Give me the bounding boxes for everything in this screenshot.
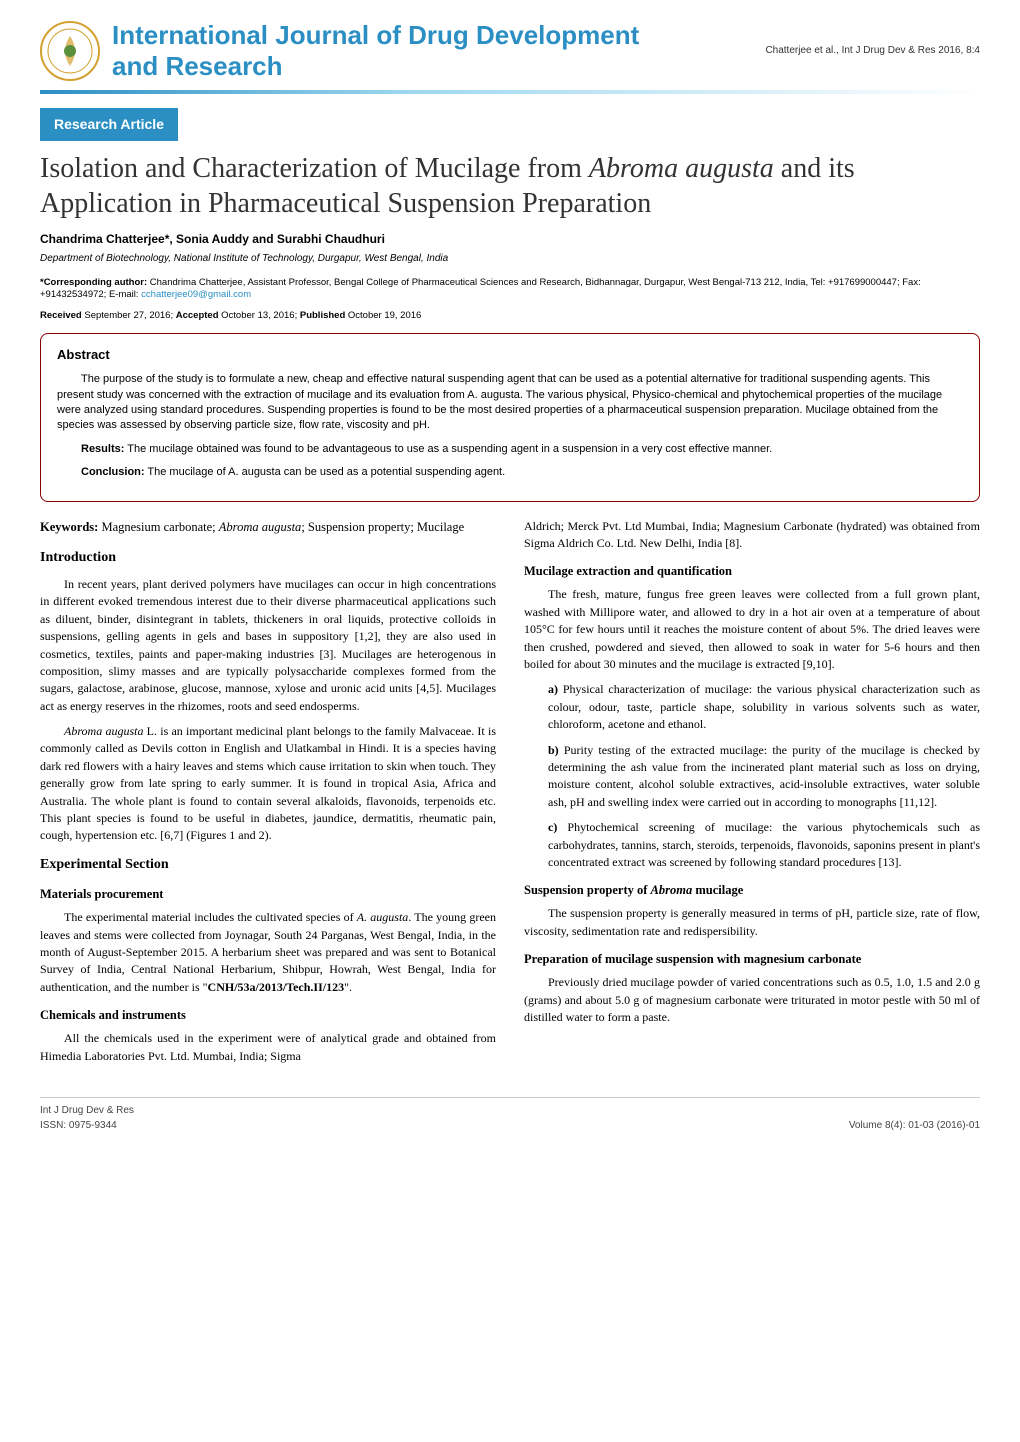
footer-right: Volume 8(4): 01-03 (2016)-01 [849,1119,980,1134]
two-column-layout: Keywords: Magnesium carbonate; Abroma au… [40,518,980,1074]
published-label: Published [300,310,345,321]
right-column: Aldrich; Merck Pvt. Ltd Mumbai, India; M… [524,518,980,1074]
article-title: Isolation and Characterization of Mucila… [40,151,980,221]
list-a-text: Physical characterization of mucilage: t… [548,682,980,731]
journal-title-line2: and Research [112,51,283,81]
intro-p2: Abroma augusta L. is an important medici… [40,723,496,845]
received-label: Received [40,310,82,321]
materials-heading: Materials procurement [40,885,496,903]
keywords-line: Keywords: Magnesium carbonate; Abroma au… [40,518,496,536]
suspension-heading: Suspension property of Abroma mucilage [524,881,980,899]
received-val: September 27, 2016; [82,310,176,321]
abstract-box: Abstract The purpose of the study is to … [40,333,980,502]
journal-logo [40,21,100,81]
results-text: The mucilage obtained was found to be ad… [124,443,772,455]
list-b-label: b) [548,743,559,757]
mucilage-heading: Mucilage extraction and quantification [524,562,980,580]
accepted-label: Accepted [176,310,219,321]
suspension-p: The suspension property is generally mea… [524,905,980,940]
abstract-p3: Conclusion: The mucilage of A. augusta c… [57,465,963,480]
page-footer: Int J Drug Dev & Res ISSN: 0975-9344 Vol… [40,1097,980,1133]
keywords-text: Magnesium carbonate; Abroma augusta; Sus… [98,520,464,534]
footer-left-line2: ISSN: 0975-9344 [40,1120,117,1131]
introduction-heading: Introduction [40,548,496,568]
list-c-label: c) [548,820,557,834]
list-item-c: c) Phytochemical screening of mucilage: … [548,819,980,871]
logo-icon [45,26,95,76]
list-b-text: Purity testing of the extracted mucilage… [548,743,980,809]
list-item-a: a) Physical characterization of mucilage… [548,681,980,733]
intro-p1: In recent years, plant derived polymers … [40,576,496,715]
footer-left-line1: Int J Drug Dev & Res [40,1105,134,1116]
experimental-heading: Experimental Section [40,855,496,875]
conclusion-label: Conclusion: [81,466,145,478]
corresponding-label: *Corresponding author: [40,277,147,288]
list-c-text: Phytochemical screening of mucilage: the… [548,820,980,869]
abstract-p1: The purpose of the study is to formulate… [57,372,963,434]
header-row: International Journal of Drug Developmen… [40,20,980,82]
conclusion-text: The mucilage of A. augusta can be used a… [145,466,506,478]
footer-left: Int J Drug Dev & Res ISSN: 0975-9344 [40,1104,134,1133]
chemicals-p: All the chemicals used in the experiment… [40,1030,496,1065]
abstract-heading: Abstract [57,346,963,364]
title-text: Isolation and Characterization of Mucila… [40,153,855,219]
abstract-p2: Results: The mucilage obtained was found… [57,442,963,457]
right-top-p: Aldrich; Merck Pvt. Ltd Mumbai, India; M… [524,518,980,553]
preparation-p: Previously dried mucilage powder of vari… [524,974,980,1026]
chemicals-heading: Chemicals and instruments [40,1006,496,1024]
email-link[interactable]: cchatterjee09@gmail.com [141,289,251,300]
journal-title: International Journal of Drug Developmen… [112,20,639,82]
preparation-heading: Preparation of mucilage suspension with … [524,950,980,968]
journal-title-line1: International Journal of Drug Developmen… [112,20,639,50]
accepted-val: October 13, 2016; [219,310,300,321]
results-label: Results: [81,443,124,455]
affiliation: Department of Biotechnology, National In… [40,252,980,267]
materials-p: The experimental material includes the c… [40,909,496,996]
left-column: Keywords: Magnesium carbonate; Abroma au… [40,518,496,1074]
header-left: International Journal of Drug Developmen… [40,20,639,82]
list-item-b: b) Purity testing of the extracted mucil… [548,742,980,812]
gradient-divider [40,90,980,94]
mucilage-p: The fresh, mature, fungus free green lea… [524,586,980,673]
published-val: October 19, 2016 [345,310,421,321]
corresponding-author: *Corresponding author: Chandrima Chatter… [40,277,980,303]
authors: Chandrima Chatterjee*, Sonia Auddy and S… [40,231,980,248]
research-badge: Research Article [40,108,178,140]
keywords-label: Keywords: [40,520,98,534]
citation: Chatterjee et al., Int J Drug Dev & Res … [765,44,980,59]
article-dates: Received September 27, 2016; Accepted Oc… [40,310,980,323]
list-a-label: a) [548,682,558,696]
